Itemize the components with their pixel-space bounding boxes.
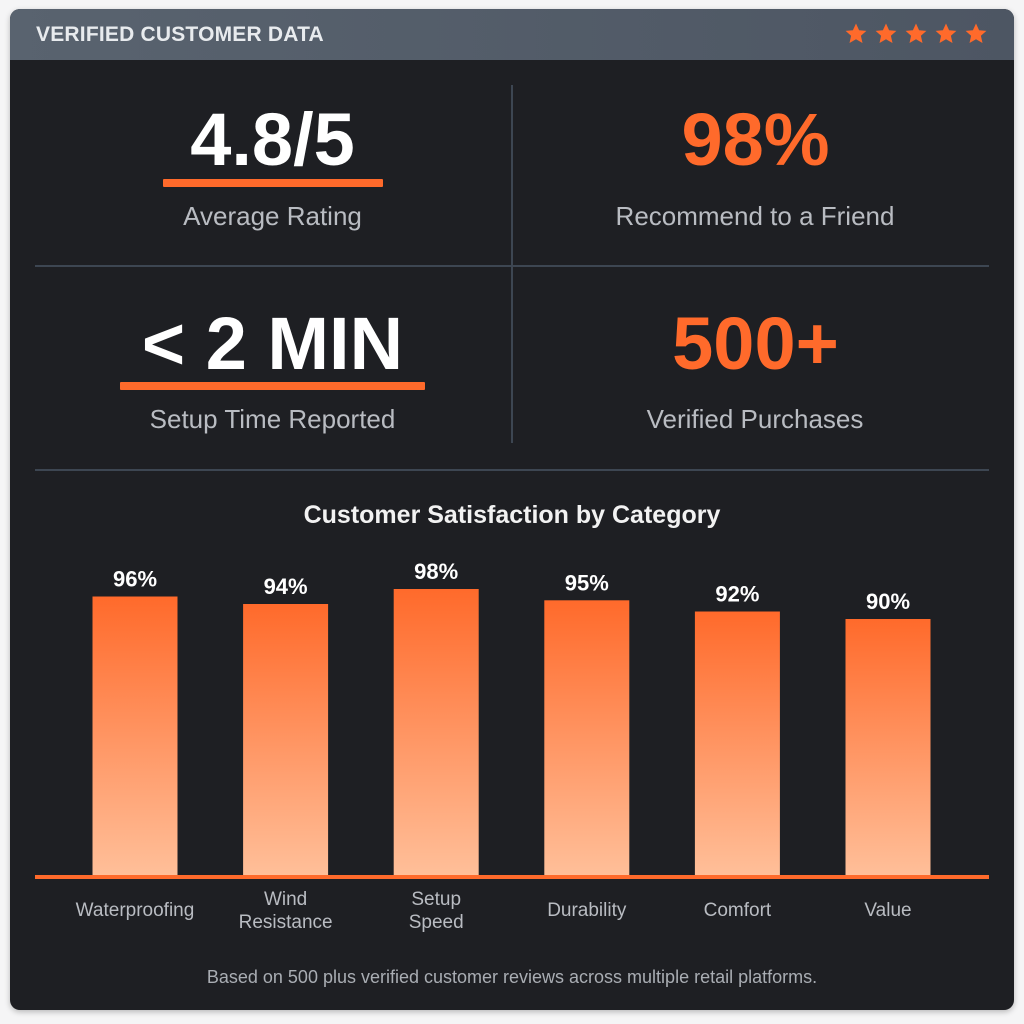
stats-divider-vertical <box>511 85 513 443</box>
average-rating-value: 4.8/5 <box>190 98 355 181</box>
setup-time-underline <box>120 382 425 390</box>
bar-2 <box>393 589 479 875</box>
bar-0 <box>92 596 178 875</box>
data-label-4: 92% <box>715 582 759 607</box>
chart-title: Customer Satisfaction by Category <box>303 501 721 529</box>
data-label-2: 98% <box>414 559 458 584</box>
setup-time-label: Setup Time Reported <box>149 404 396 434</box>
star-icon <box>875 23 897 43</box>
category-label-0-line-0: Waterproofing <box>76 900 195 921</box>
category-label-2-line-0: Setup <box>411 889 461 910</box>
stats-divider-horizontal <box>35 265 989 267</box>
chart-baseline <box>35 875 989 879</box>
category-label-1-line-1: Resistance <box>239 912 333 933</box>
bar-3 <box>544 600 630 876</box>
header-title: VERIFIED CUSTOMER DATA <box>36 23 324 46</box>
star-icon <box>905 23 927 43</box>
average-rating-label: Average Rating <box>183 201 362 231</box>
category-label-1-line-0: Wind <box>264 889 307 910</box>
bar-1 <box>243 604 329 875</box>
footnote: Based on 500 plus verified customer revi… <box>206 967 818 987</box>
data-label-1: 94% <box>264 574 308 599</box>
purchases-value: 500+ <box>672 302 839 385</box>
data-label-3: 95% <box>565 570 609 595</box>
category-label-4-line-0: Comfort <box>704 900 772 921</box>
recommend-value: 98% <box>681 98 830 181</box>
card-header: VERIFIED CUSTOMER DATA <box>10 9 1014 60</box>
category-label-5-line-0: Value <box>864 900 911 921</box>
setup-time-value: < 2 MIN <box>141 302 404 385</box>
recommend-label: Recommend to a Friend <box>615 201 895 231</box>
data-label-0: 96% <box>113 567 157 592</box>
star-icon <box>935 23 957 43</box>
data-label-5: 90% <box>866 589 910 614</box>
average-rating-underline <box>163 179 383 187</box>
star-icon <box>965 23 987 43</box>
star-icon <box>845 23 867 43</box>
bar-5 <box>845 619 931 875</box>
purchases-label: Verified Purchases <box>646 404 864 434</box>
category-label-3-line-0: Durability <box>547 900 627 921</box>
bar-4 <box>694 611 780 875</box>
rating-stars <box>844 22 988 46</box>
verified-data-card: VERIFIED CUSTOMER DATA 4.8/5 Average Rat… <box>10 9 1014 1010</box>
category-label-2-line-1: Speed <box>409 912 464 933</box>
section-divider <box>35 469 989 471</box>
